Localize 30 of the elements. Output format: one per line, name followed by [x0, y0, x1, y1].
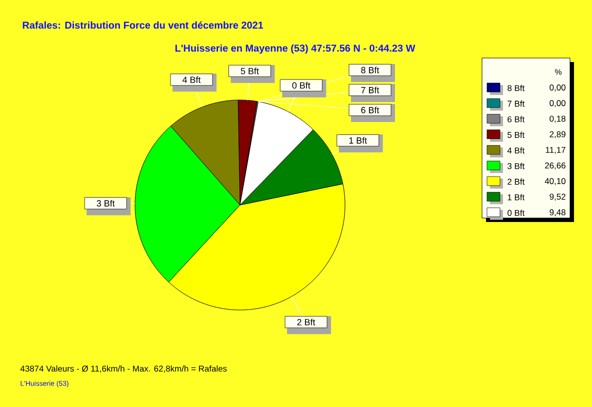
legend-label: 1 Bft [508, 194, 525, 200]
data-label: 40,10 [544, 178, 566, 186]
legend-label: 3 Bft [508, 162, 525, 170]
text: 43874 Valeurs - Ø 11,6km/h - Max. 62,8km/h = Rafales [20, 365, 227, 373]
legend-label: 5 Bft [508, 132, 525, 138]
legend-label: 4 Bft [507, 147, 525, 154]
chart-title: Rafales: Distribution Force du vent décembre 2021 [22, 21, 264, 29]
legend-label: 0 Bft [508, 210, 525, 216]
legend-label: 8 Bft [508, 84, 525, 92]
chart-subtitle: L'Huisserie en Mayenne (53) 47:57.56 N - 0:44.23 W [175, 44, 416, 54]
slice-label: 2 Bft [297, 318, 316, 326]
data-label: 11,17 [546, 146, 566, 154]
data-label: 9,52 [550, 194, 566, 201]
slice-label: 5 Bft [240, 68, 259, 74]
slice-label: 1 Bft [349, 137, 367, 144]
data-label: 2,89 [550, 131, 566, 138]
text: 0,00 [550, 100, 566, 108]
category-label: 7 Bft [361, 86, 380, 94]
data-label: 26,66 [545, 162, 566, 170]
legend-label: 6 Bft [508, 116, 525, 122]
text: 0,00 [550, 84, 566, 92]
slice-label: 3 Bft [96, 200, 115, 207]
slice-label: 0 Bft [292, 82, 310, 89]
slice-label: 6 Bft [361, 106, 380, 114]
data-label: 0,18 [550, 116, 566, 123]
category-label: 8 Bft [361, 66, 380, 74]
data-label: 9,48 [550, 209, 566, 216]
legend-label: 7 Bft [508, 100, 525, 107]
slice-label: 4 Bft [182, 76, 201, 83]
legend-label: 2 Bft [508, 178, 525, 185]
